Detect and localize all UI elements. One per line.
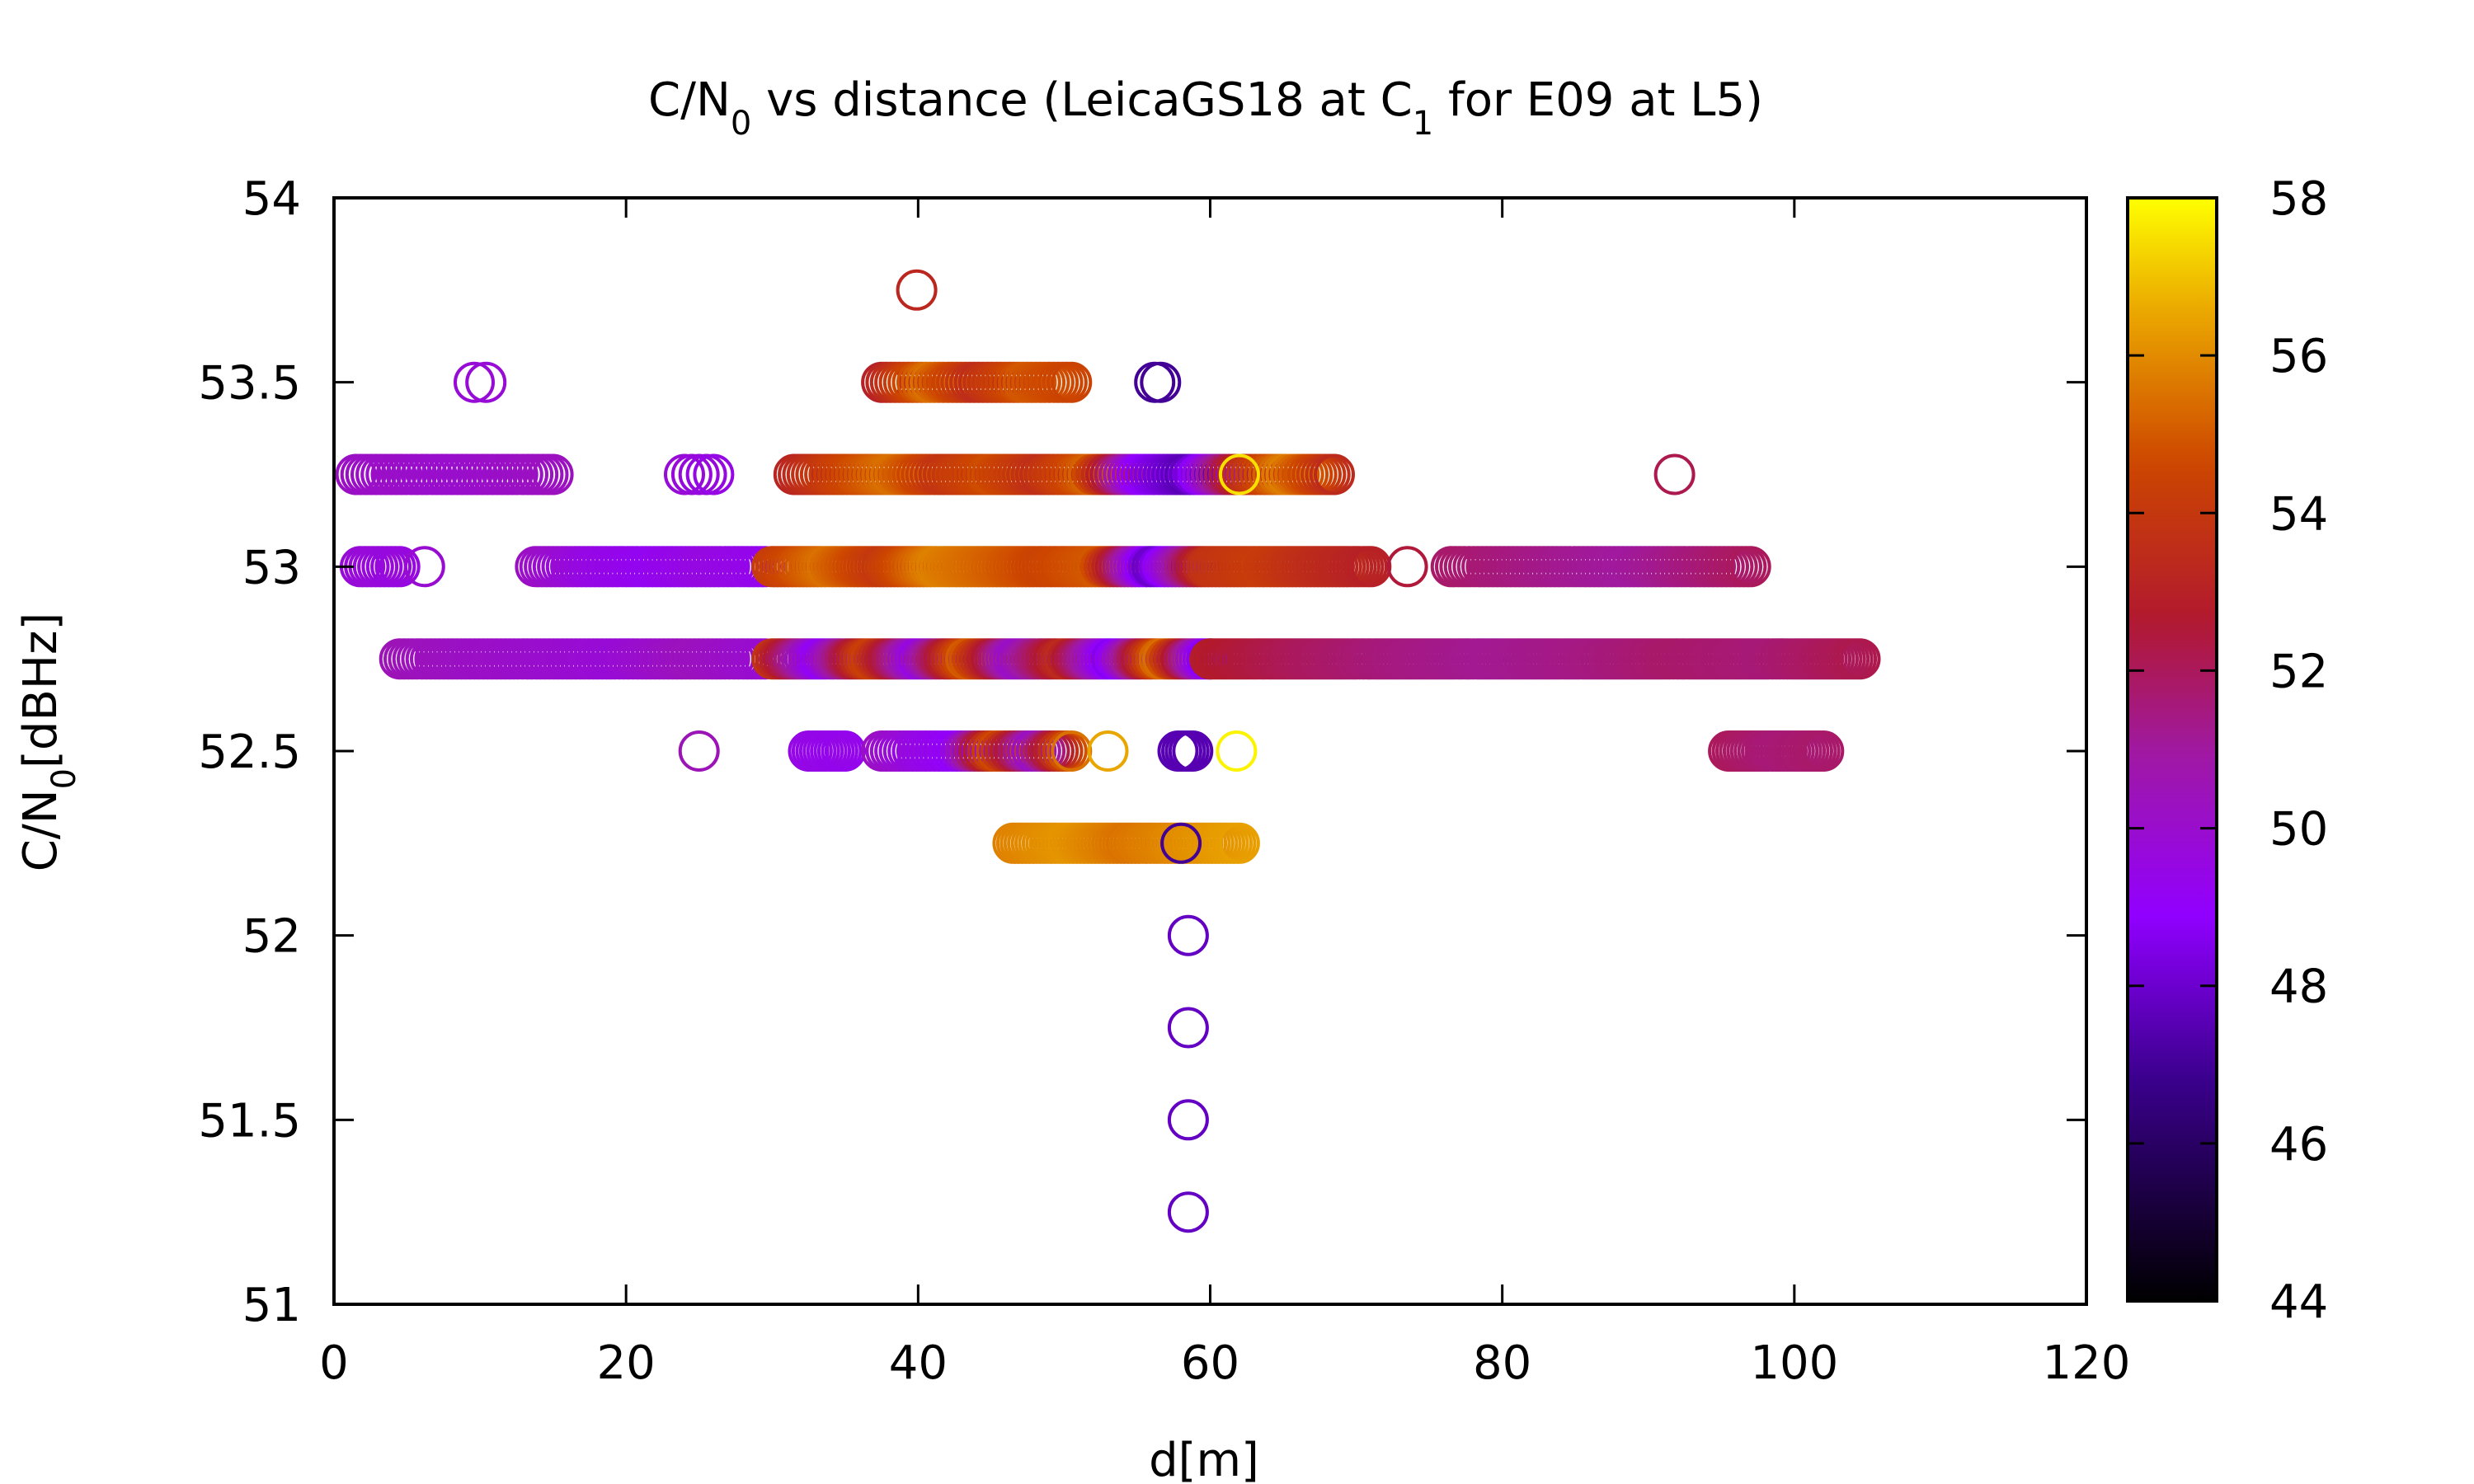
x-tick-label: 100: [1750, 1336, 1838, 1390]
colorbar-tick-label: 50: [2269, 803, 2328, 857]
colorbar: 44 46 48 50 52 54 56 58: [2126, 172, 2328, 1329]
data-point: [1167, 1007, 1209, 1049]
y-tick-label: 51.5: [198, 1094, 301, 1148]
chart-title: C/N0 vs distance (LeicaGS18 at C1 for E0…: [648, 73, 1763, 143]
y-tick-label: 53: [242, 541, 301, 594]
data-point: [465, 361, 507, 403]
y-axis-label: C/N0[dBHz]: [14, 613, 83, 871]
colorbar-tick-label: 44: [2269, 1275, 2328, 1329]
data-point: [1218, 453, 1260, 495]
colorbar-tick-label: 48: [2269, 960, 2328, 1014]
data-points: [335, 269, 1881, 1233]
colorbar-tick-label: 52: [2269, 645, 2328, 698]
data-point: [1160, 822, 1202, 864]
data-point: [454, 361, 495, 403]
data-point: [1839, 638, 1881, 680]
data-point: [693, 453, 735, 495]
data-point: [532, 453, 574, 495]
y-tick-label: 54: [242, 172, 301, 226]
data-point: [1172, 730, 1214, 772]
data-point: [1167, 1191, 1209, 1233]
y-tick-label: 52: [242, 910, 301, 964]
data-point: [1140, 361, 1182, 403]
y-tick-label: 51: [242, 1279, 301, 1332]
colorbar-tick-label: 58: [2269, 172, 2328, 226]
data-point: [1087, 730, 1129, 772]
x-tick-label: 40: [889, 1336, 948, 1390]
data-point: [1386, 546, 1428, 588]
data-point: [896, 269, 938, 311]
data-point: [678, 730, 720, 772]
x-axis-label: d[m]: [1149, 1434, 1259, 1484]
x-tick-label: 120: [2043, 1336, 2131, 1390]
data-point: [1167, 1099, 1209, 1141]
data-point: [1051, 361, 1093, 403]
data-point: [1803, 730, 1845, 772]
colorbar-tick-label: 54: [2269, 487, 2328, 541]
colorbar-tick-label: 46: [2269, 1118, 2328, 1172]
data-point: [379, 546, 421, 588]
colorbar-gradient: [2126, 196, 2218, 1303]
data-point: [1218, 822, 1260, 864]
x-tick-label: 80: [1473, 1336, 1531, 1390]
y-tick-label: 52.5: [198, 726, 301, 779]
axes: 0 20 40 60 80 100 120 51 51.5 52 52.5 53 53.5 54: [198, 172, 2130, 1390]
data-point: [1167, 914, 1209, 956]
x-tick-label: 0: [319, 1336, 349, 1390]
y-tick-label: 53.5: [198, 357, 301, 411]
data-point: [1314, 453, 1355, 495]
colorbar-tick-label: 56: [2269, 330, 2328, 383]
data-point: [403, 546, 445, 588]
x-tick-label: 20: [597, 1336, 656, 1390]
data-point: [1216, 730, 1258, 772]
x-tick-label: 60: [1181, 1336, 1239, 1390]
data-point: [1729, 546, 1771, 588]
data-point: [1653, 453, 1696, 495]
